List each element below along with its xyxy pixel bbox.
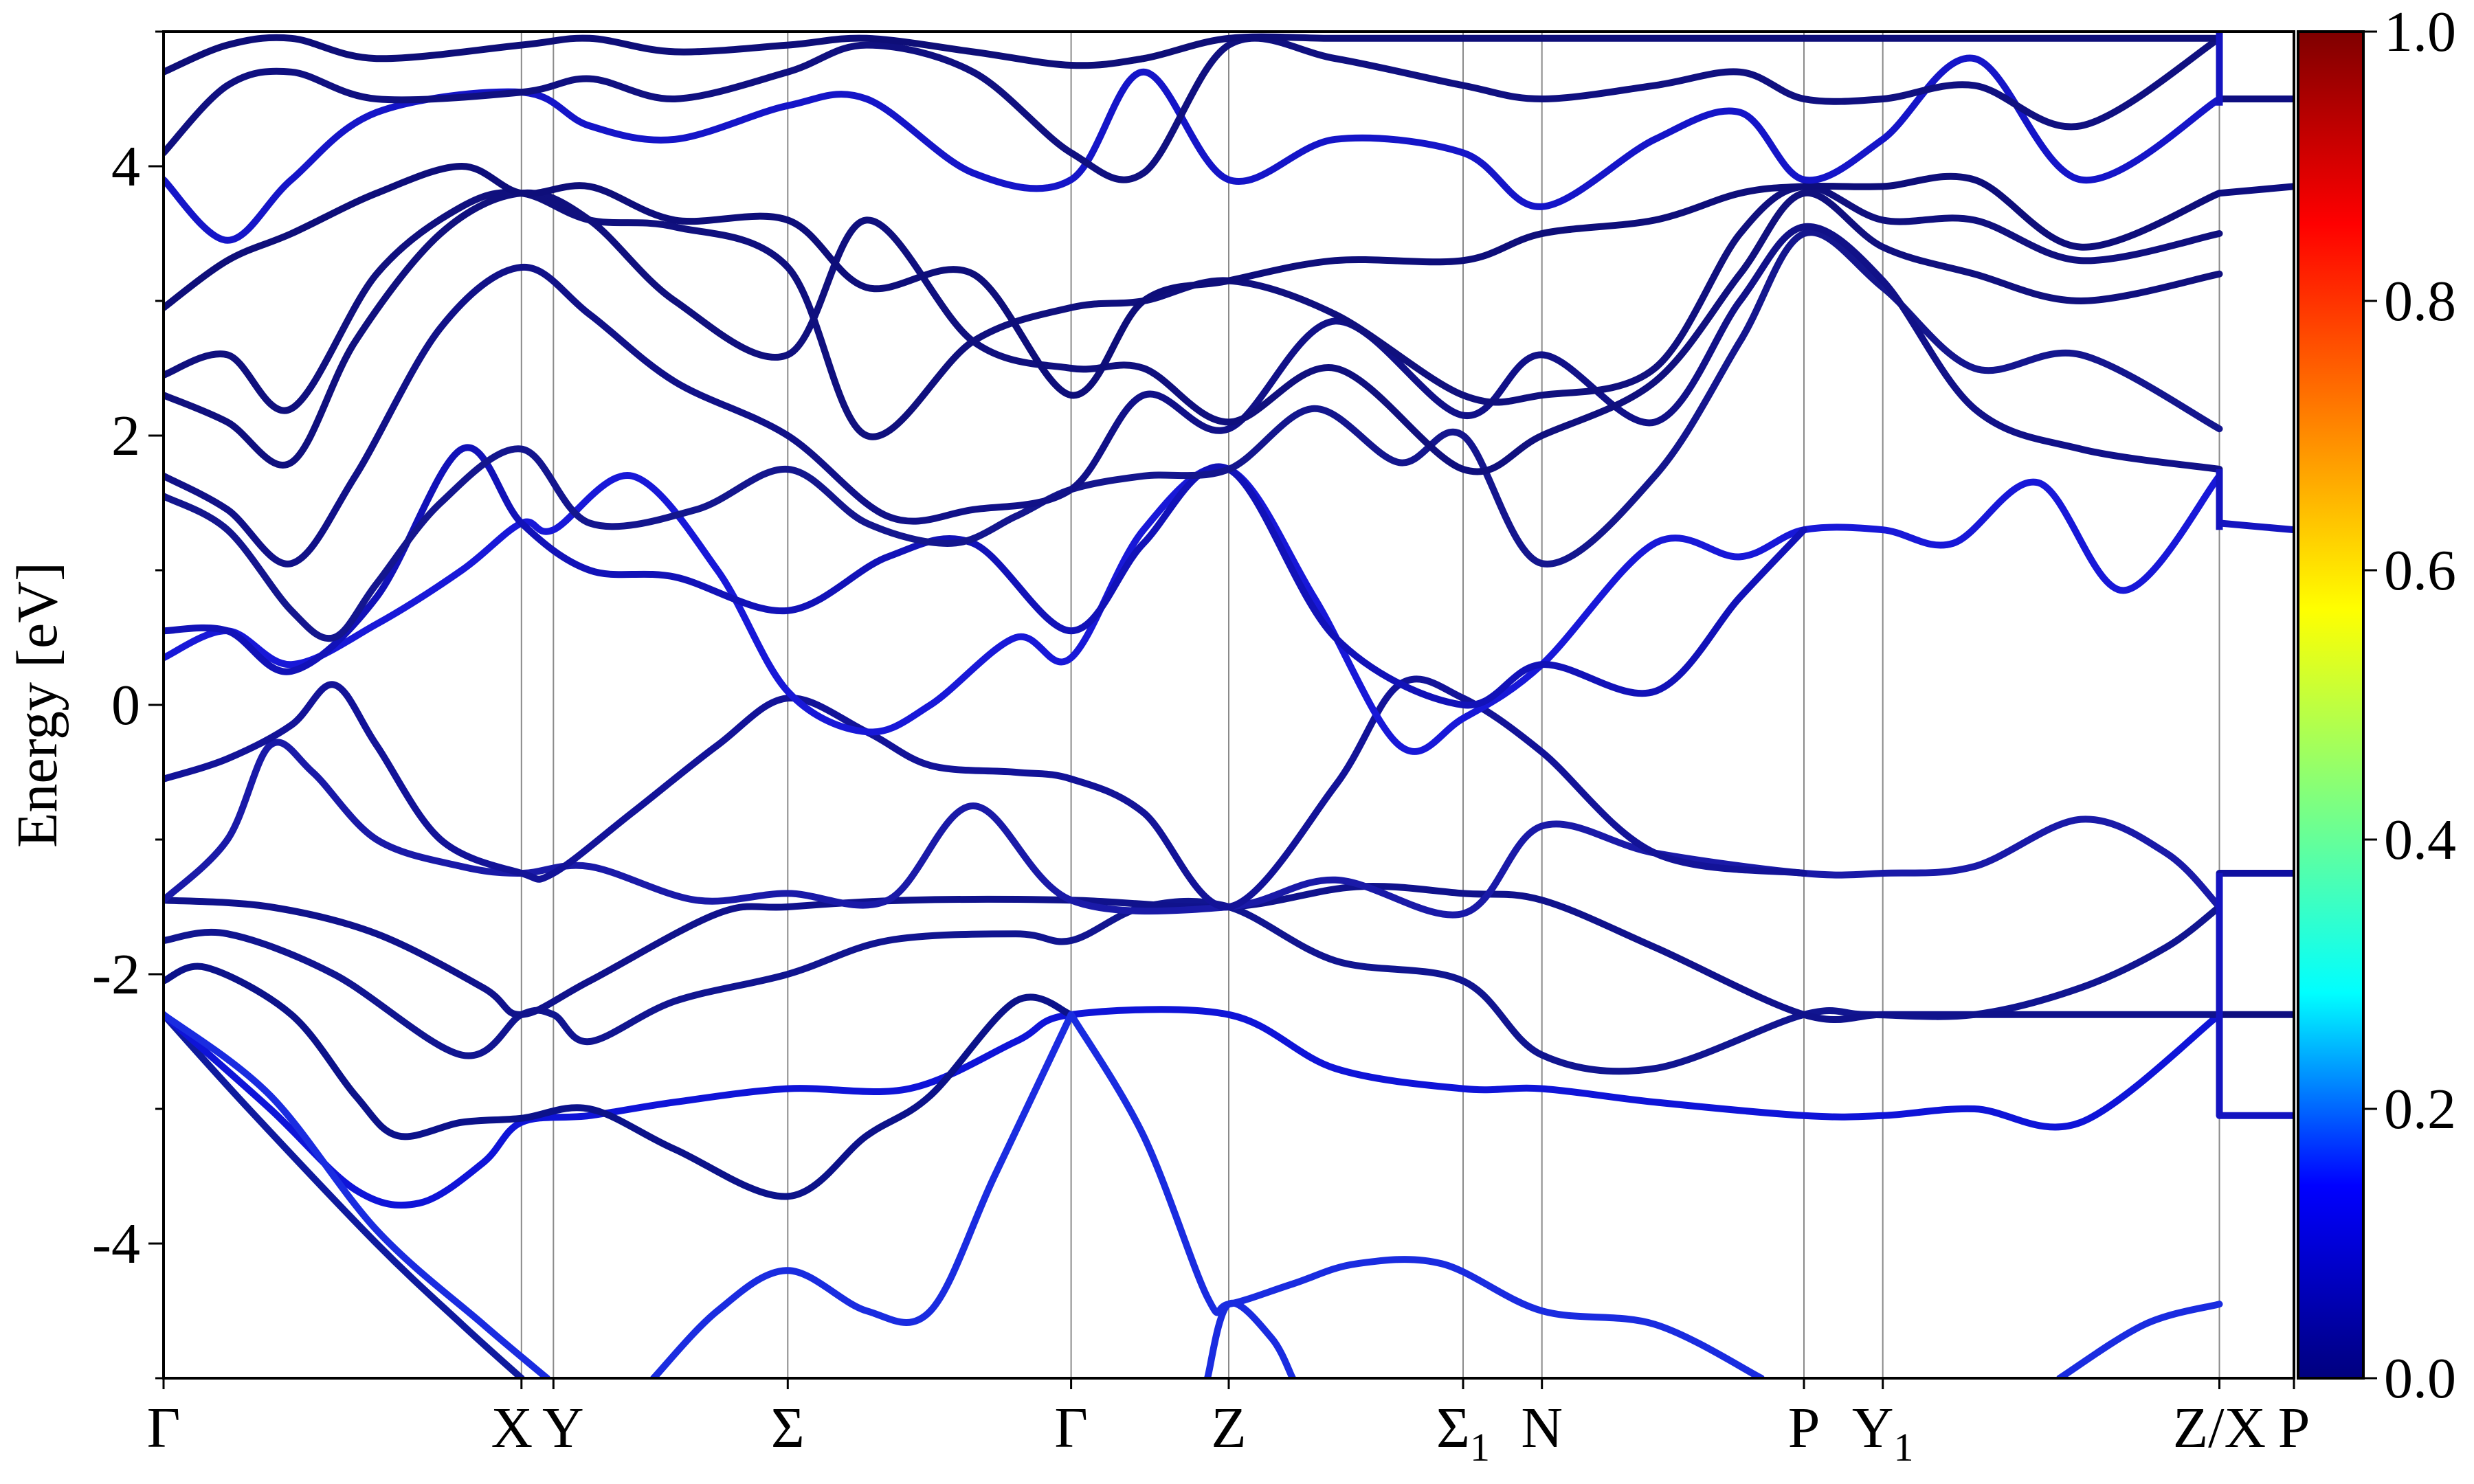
band-20 [1204, 1299, 1296, 1378]
colorbar [2297, 30, 2365, 1380]
y-tick-label-4: 4 [111, 135, 140, 199]
band-15 [164, 34, 2223, 183]
x-tick-label-10: Z/X [2173, 1396, 2266, 1460]
x-tick-label-1: X [491, 1396, 533, 1460]
band-6 [164, 675, 1807, 911]
band-19 [1067, 1011, 1765, 1378]
x-tick-label-7: N [1521, 1396, 1563, 1460]
x-tick-label-9: Y1 [1852, 1396, 1914, 1470]
colorbar-tick-label-1: 0.2 [2384, 1077, 2456, 1141]
band-5 [164, 739, 2223, 919]
x-tick-label-sub-6: 1 [1470, 1425, 1490, 1470]
y-tick-label-1: -2 [92, 943, 140, 1007]
x-tick-label-6: Σ1 [1436, 1396, 1490, 1470]
band-8 [164, 444, 1807, 709]
colorbar-tick-label-4: 0.8 [2384, 269, 2456, 333]
band-2 [164, 963, 1075, 1200]
x-tick-label-sub-9: 1 [1894, 1425, 1914, 1470]
band-18 [650, 1011, 1075, 1378]
band-7 [164, 464, 2223, 755]
band-22 [2216, 519, 2294, 534]
colorbar-ticks: 0.0 0.2 0.4 0.6 0.8 1.0 [2363, 0, 2456, 1410]
band-21 [2056, 1301, 2223, 1378]
band-4 [164, 882, 2223, 1024]
band-9 [164, 229, 2223, 642]
colorbar-tick-label-0: 0.0 [2384, 1347, 2456, 1410]
y-axis-ticks: -4 -2 0 2 4 [92, 30, 164, 1380]
y-axis-label: Energy [eV] [5, 562, 69, 848]
band-11 [164, 189, 2223, 475]
x-tick-label-3: Σ [771, 1396, 805, 1460]
x-tick-label-11: P [2278, 1396, 2310, 1460]
band-1 [164, 1006, 2223, 1209]
colorbar-tick-label-3: 0.6 [2384, 539, 2456, 603]
y-tick-label-0: -4 [92, 1212, 140, 1276]
x-tick-label-8: P [1788, 1396, 1820, 1460]
x-tick-label-0: Γ [147, 1396, 181, 1460]
band-10 [164, 223, 2223, 567]
x-axis-ticks: Γ X Y Σ Γ Z Σ1 N P Y1 Z/X P [147, 1378, 2310, 1470]
y-tick-label-3: 2 [111, 404, 140, 468]
band-17 [164, 1011, 550, 1378]
band-13 [164, 163, 2223, 399]
y-tick-label-2: 0 [111, 673, 140, 737]
x-tick-label-4: Γ [1054, 1396, 1088, 1460]
colorbar-tick-label-5: 1.0 [2384, 0, 2456, 64]
band-0 [164, 1011, 525, 1378]
x-tick-label-5: Z [1211, 1396, 1246, 1460]
band-26 [2216, 183, 2294, 197]
band-3 [164, 897, 2223, 1075]
bands-layer [164, 32, 2294, 1378]
colorbar-tick-label-2: 0.4 [2384, 808, 2456, 872]
band-16 [164, 33, 2223, 76]
x-tick-label-2: Y [542, 1396, 584, 1460]
